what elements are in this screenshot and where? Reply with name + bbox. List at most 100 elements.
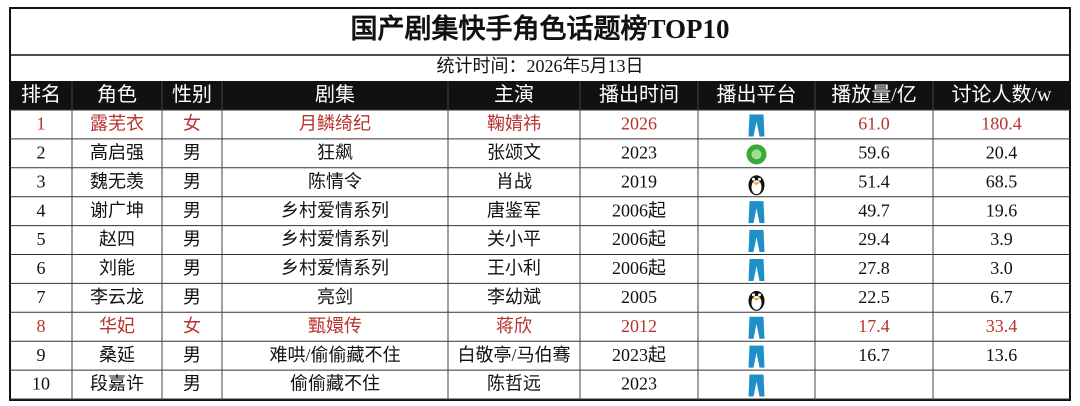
cell-discussion: 19.6 bbox=[986, 200, 1018, 220]
platform-icon bbox=[752, 182, 761, 186]
platform-icon bbox=[752, 177, 755, 181]
platform-icon bbox=[752, 293, 755, 297]
header-cell: 讨论人数/w bbox=[952, 83, 1053, 106]
cell-year: 2023 bbox=[621, 142, 657, 162]
header-band bbox=[10, 81, 1070, 110]
header-cell: 播出平台 bbox=[717, 83, 797, 106]
cell-rank: 10 bbox=[32, 374, 50, 394]
cell-year: 2012 bbox=[621, 316, 657, 336]
cell-discussion: 20.4 bbox=[986, 142, 1018, 162]
cell-drama: 月鳞绮纪 bbox=[299, 114, 371, 134]
cell-gender: 男 bbox=[183, 258, 201, 278]
cell-gender: 男 bbox=[183, 345, 201, 365]
cell-role: 谢广坤 bbox=[90, 200, 144, 220]
cell-drama: 偷偷藏不住 bbox=[290, 374, 380, 394]
cell-discussion: 33.4 bbox=[986, 316, 1018, 336]
platform-icon bbox=[758, 177, 761, 181]
cell-views: 22.5 bbox=[858, 287, 890, 307]
cell-discussion: 68.5 bbox=[986, 171, 1018, 191]
cell-drama: 甄嬛传 bbox=[308, 316, 362, 336]
header-cell: 剧集 bbox=[315, 83, 355, 106]
cell-gender: 男 bbox=[183, 229, 201, 249]
cell-rank: 5 bbox=[37, 229, 46, 249]
header-cell: 排名 bbox=[21, 83, 61, 106]
cell-discussion: 13.6 bbox=[986, 345, 1018, 365]
cell-discussion: 3.0 bbox=[990, 258, 1013, 278]
cell-discussion: 180.4 bbox=[981, 114, 1022, 134]
cell-role: 李云龙 bbox=[90, 287, 144, 307]
platform-icon bbox=[751, 295, 762, 310]
cell-views: 49.7 bbox=[858, 200, 890, 220]
header-cell: 主演 bbox=[494, 83, 534, 106]
platform-icon bbox=[748, 374, 765, 397]
cell-role: 刘能 bbox=[99, 258, 135, 278]
platform-icon bbox=[748, 316, 765, 339]
cell-role: 赵四 bbox=[99, 229, 135, 249]
header-cell: 播出时间 bbox=[599, 83, 679, 106]
header-cell: 性别 bbox=[172, 83, 212, 106]
cell-role: 段嘉许 bbox=[90, 374, 144, 394]
cell-gender: 男 bbox=[183, 142, 201, 162]
platform-icon bbox=[748, 114, 765, 137]
cell-gender: 男 bbox=[183, 200, 201, 220]
cell-gender: 女 bbox=[183, 316, 201, 336]
cell-rank: 8 bbox=[37, 316, 46, 336]
cell-views: 51.4 bbox=[858, 171, 890, 191]
cell-actor: 王小利 bbox=[487, 258, 541, 278]
cell-discussion: 3.9 bbox=[990, 229, 1013, 249]
cell-gender: 男 bbox=[183, 374, 201, 394]
platform-icon bbox=[748, 201, 765, 224]
cell-rank: 6 bbox=[37, 258, 46, 278]
cell-views: 27.8 bbox=[858, 258, 890, 278]
cell-year: 2006起 bbox=[612, 229, 666, 249]
cell-year: 2006起 bbox=[612, 258, 666, 278]
cell-role: 华妃 bbox=[99, 316, 135, 336]
cell-year: 2019 bbox=[621, 171, 657, 191]
platform-icon bbox=[748, 258, 765, 281]
cell-views: 61.0 bbox=[858, 114, 890, 134]
cell-drama: 乡村爱情系列 bbox=[281, 258, 389, 278]
cell-year: 2006起 bbox=[612, 200, 666, 220]
cell-rank: 7 bbox=[37, 287, 46, 307]
cell-rank: 3 bbox=[37, 171, 46, 191]
cell-views: 29.4 bbox=[858, 229, 890, 249]
cell-actor: 陈哲远 bbox=[487, 374, 541, 394]
cell-gender: 女 bbox=[183, 114, 201, 134]
platform-icon bbox=[748, 230, 765, 253]
cell-year: 2023起 bbox=[612, 345, 666, 365]
table-title: 国产剧集快手角色话题榜TOP10 bbox=[350, 13, 729, 44]
platform-icon bbox=[751, 180, 762, 195]
cell-drama: 亮剑 bbox=[317, 287, 353, 307]
cell-actor: 唐鉴军 bbox=[487, 200, 541, 220]
cell-views: 17.4 bbox=[858, 316, 890, 336]
cell-views: 16.7 bbox=[858, 345, 890, 365]
cell-role: 桑延 bbox=[99, 345, 135, 365]
cell-actor: 李幼斌 bbox=[487, 287, 541, 307]
platform-icon bbox=[748, 345, 765, 368]
cell-role: 魏无羡 bbox=[90, 171, 144, 191]
platform-icon bbox=[758, 293, 761, 297]
cell-year: 2023 bbox=[621, 374, 657, 394]
platform-icon bbox=[752, 297, 761, 301]
cell-drama: 狂飙 bbox=[317, 142, 353, 162]
cell-views: 59.6 bbox=[858, 142, 890, 162]
cell-rank: 9 bbox=[37, 345, 46, 365]
table-subtitle: 统计时间：2026年5月13日 bbox=[437, 56, 644, 76]
header-cell: 角色 bbox=[97, 83, 137, 106]
platform-icon bbox=[751, 149, 762, 160]
cell-actor: 肖战 bbox=[496, 171, 532, 191]
cell-gender: 男 bbox=[183, 287, 201, 307]
cell-gender: 男 bbox=[183, 171, 201, 191]
cell-rank: 4 bbox=[37, 200, 46, 220]
cell-actor: 鞠婧祎 bbox=[487, 114, 541, 134]
cell-actor: 蒋欣 bbox=[496, 316, 532, 336]
cell-drama: 陈情令 bbox=[308, 171, 362, 191]
cell-drama: 难哄/偷偷藏不住 bbox=[269, 345, 400, 365]
header-cell: 播放量/亿 bbox=[831, 83, 917, 106]
cell-actor: 白敬亭/马伯骞 bbox=[457, 345, 570, 365]
cell-actor: 张颂文 bbox=[487, 142, 541, 162]
cell-discussion: 6.7 bbox=[990, 287, 1013, 307]
cell-year: 2005 bbox=[621, 287, 657, 307]
